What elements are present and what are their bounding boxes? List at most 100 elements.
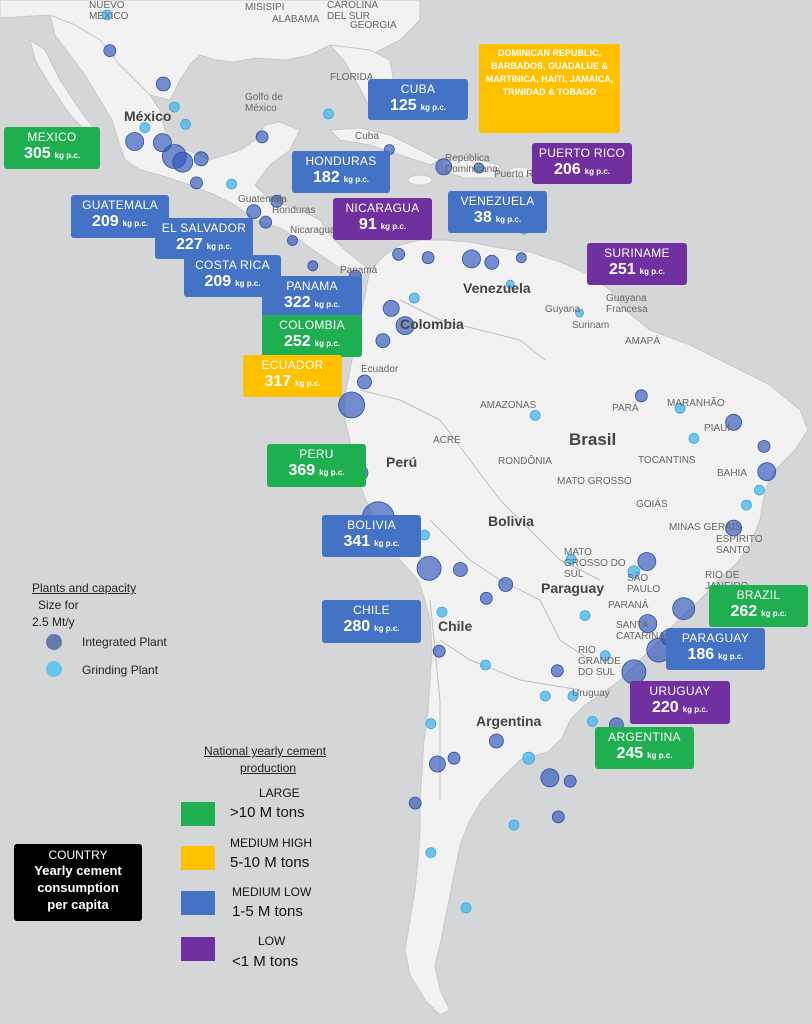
integrated-plant-marker[interactable] (255, 130, 269, 144)
integrated-plant-marker[interactable] (125, 132, 145, 151)
country-box-argentina[interactable]: ARGENTINA 245 kg p.c. (595, 727, 694, 769)
integrated-plant-marker[interactable] (375, 333, 391, 349)
integrated-plant-marker[interactable] (338, 391, 366, 419)
integrated-plant-marker[interactable] (484, 254, 500, 270)
integrated-plant-marker[interactable] (172, 151, 194, 173)
integrated-plant-marker[interactable] (488, 733, 504, 749)
integrated-plant-marker[interactable] (551, 810, 565, 824)
grinding-plant-marker[interactable] (522, 751, 536, 765)
integrated-plant-marker[interactable] (408, 796, 422, 810)
integrated-plant-marker[interactable] (725, 519, 742, 537)
country-box-suriname[interactable]: SURINAME 251 kg p.c. (587, 243, 687, 285)
integrated-plant-marker[interactable] (416, 556, 442, 581)
integrated-plant-marker[interactable] (447, 751, 461, 765)
country-box-guatemala[interactable]: GUATEMALA 209 kg p.c. (71, 195, 169, 238)
grinding-plant-marker[interactable] (505, 279, 515, 289)
integrated-plant-marker[interactable] (428, 755, 446, 773)
integrated-plant-marker[interactable] (540, 768, 560, 788)
country-box-puerto-rico[interactable]: PUERTO RICO 206 kg p.c. (532, 143, 632, 184)
country-box-peru[interactable]: PERU 369 kg p.c. (267, 444, 366, 487)
integrated-plant-marker[interactable] (757, 462, 777, 482)
grinding-plant-marker[interactable] (425, 847, 437, 858)
grinding-plant-marker[interactable] (168, 101, 180, 113)
grinding-plant-marker[interactable] (599, 650, 611, 662)
integrated-plant-marker[interactable] (638, 614, 658, 633)
grinding-plant-marker[interactable] (741, 499, 752, 511)
country-box-panama[interactable]: PANAMA 322 kg p.c. (262, 276, 362, 318)
integrated-plant-marker[interactable] (473, 162, 485, 174)
grinding-plant-marker[interactable] (529, 409, 541, 421)
grinding-plant-marker[interactable] (479, 659, 491, 671)
integrated-plant-marker[interactable] (435, 158, 453, 176)
grinding-plant-marker[interactable] (425, 718, 437, 730)
country-box-nicaragua[interactable]: NICARAGUA 91 kg p.c. (333, 198, 432, 240)
grinding-plant-marker[interactable] (539, 690, 551, 702)
country-box-ecuador[interactable]: ECUADOR 317 kg p.c. (243, 355, 342, 397)
grinding-plant-marker[interactable] (139, 122, 151, 134)
country-box-bolivia[interactable]: BOLIVIA 341 kg p.c. (322, 515, 421, 557)
integrated-plant-marker[interactable] (259, 215, 273, 229)
integrated-plant-marker[interactable] (462, 249, 481, 269)
integrated-plant-marker[interactable] (672, 597, 696, 620)
grinding-plant-marker[interactable] (323, 108, 334, 120)
integrated-plant-marker[interactable] (634, 389, 648, 403)
grinding-plant-marker[interactable] (567, 690, 579, 702)
grinding-plant-marker[interactable] (101, 9, 113, 21)
place-label-peru: Perú (386, 454, 418, 470)
grinding-plant-marker[interactable] (587, 716, 598, 727)
country-value: 251 (608, 261, 636, 278)
integrated-plant-marker[interactable] (190, 176, 203, 190)
country-box-venezuela[interactable]: VENEZUELA 38 kg p.c. (448, 191, 547, 233)
integrated-plant-marker[interactable] (103, 44, 117, 57)
grinding-plant-marker[interactable] (436, 606, 448, 618)
country-box-paraguay[interactable]: PARAGUAY 186 kg p.c. (666, 628, 765, 670)
integrated-plant-marker[interactable] (395, 316, 415, 336)
country-box-mexico[interactable]: MEXICO 305 kg p.c. (4, 127, 100, 169)
integrated-plant-marker[interactable] (307, 260, 319, 272)
integrated-plant-marker[interactable] (193, 151, 209, 167)
grinding-plant-marker[interactable] (688, 432, 700, 444)
grinding-plant-marker[interactable] (408, 292, 420, 304)
integrated-plant-marker[interactable] (563, 774, 577, 788)
grinding-plant-marker[interactable] (627, 565, 641, 579)
integrated-plant-marker[interactable] (270, 194, 284, 208)
country-box-uruguay[interactable]: URUGUAY 220 kg p.c. (630, 681, 730, 724)
integrated-plant-marker[interactable] (479, 591, 493, 605)
grinding-plant-marker[interactable] (575, 308, 584, 318)
integrated-plant-marker[interactable] (432, 644, 446, 658)
grinding-plant-marker[interactable] (226, 178, 238, 190)
grinding-plant-marker[interactable] (460, 902, 472, 914)
grinding-plant-marker[interactable] (180, 118, 191, 130)
country-box-el-salvador[interactable]: EL SALVADOR 227 kg p.c. (155, 218, 253, 259)
country-box-chile[interactable]: CHILE 280 kg p.c. (322, 600, 421, 643)
country-box-cuba[interactable]: CUBA 125 kg p.c. (368, 79, 468, 120)
integrated-plant-marker[interactable] (725, 413, 742, 431)
grinding-plant-marker[interactable] (419, 529, 430, 541)
integrated-plant-marker[interactable] (515, 252, 527, 264)
country-box-caribbean[interactable]: DOMINICAN REPUBLIC, BARBADOS, GUADALUE &… (479, 44, 620, 133)
grinding-plant-marker[interactable] (674, 402, 686, 414)
integrated-plant-marker[interactable] (246, 204, 262, 220)
country-box-brazil[interactable]: BRAZIL 262 kg p.c. (709, 585, 808, 627)
integrated-plant-marker[interactable] (155, 76, 171, 92)
category-range-large: >10 M tons (230, 804, 305, 821)
integrated-plant-marker[interactable] (357, 374, 372, 390)
country-box-colombia[interactable]: COLOMBIA 252 kg p.c. (262, 315, 362, 357)
integrated-plant-marker[interactable] (757, 439, 771, 453)
integrated-plant-marker[interactable] (637, 552, 657, 571)
grinding-plant-marker[interactable] (754, 484, 765, 496)
country-unit: kg p.c. (343, 175, 370, 184)
integrated-plant-marker[interactable] (392, 247, 406, 261)
integrated-plant-marker[interactable] (498, 577, 514, 592)
country-box-honduras[interactable]: HONDURAS 182 kg p.c. (292, 151, 390, 193)
integrated-plant-marker[interactable] (550, 664, 564, 678)
grinding-plant-marker[interactable] (579, 610, 591, 621)
grinding-plant-marker[interactable] (508, 819, 520, 831)
integrated-plant-marker[interactable] (152, 133, 172, 153)
place-label-tocantins: TOCANTINS (638, 455, 696, 466)
grinding-plant-marker[interactable] (565, 553, 577, 565)
integrated-plant-marker[interactable] (452, 562, 468, 577)
integrated-plant-marker[interactable] (421, 251, 435, 265)
integrated-plant-marker[interactable] (287, 235, 298, 246)
integrated-plant-marker[interactable] (382, 299, 400, 317)
